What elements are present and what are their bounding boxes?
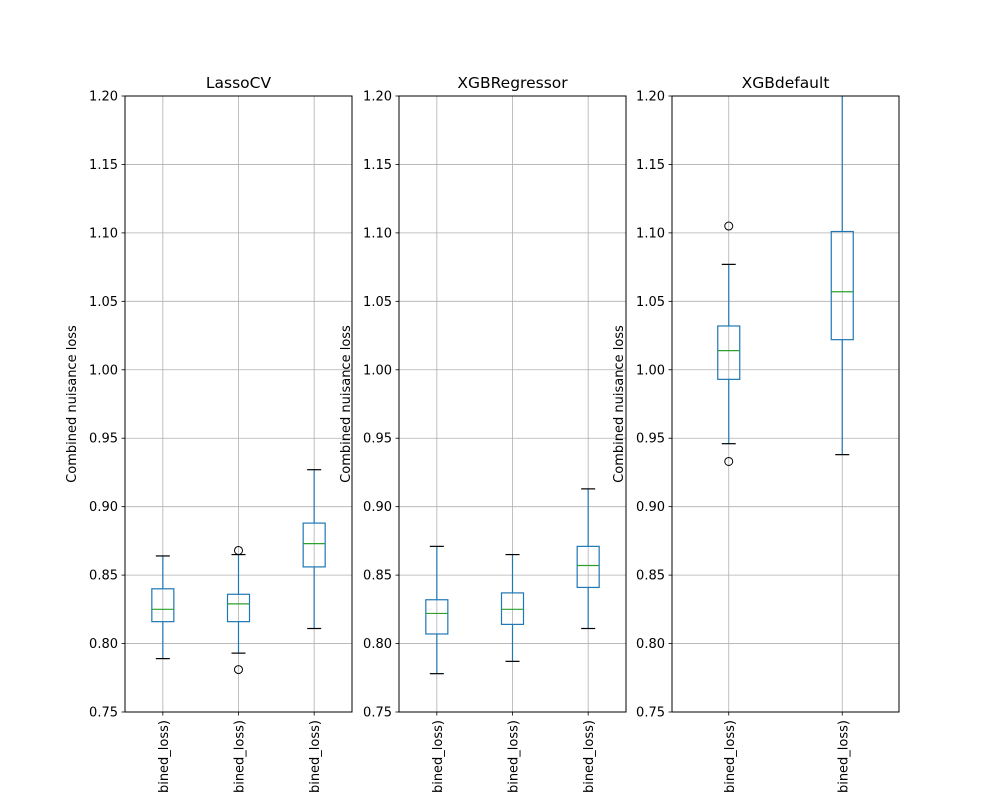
y-tick-label: 0.95 bbox=[363, 432, 392, 447]
x-tick-label: bined_loss) bbox=[431, 720, 446, 793]
subplot-title: XGBdefault bbox=[742, 74, 830, 92]
box-3 bbox=[576, 488, 600, 630]
box-iqr bbox=[500, 592, 525, 625]
y-axis-label: Combined nuisance loss bbox=[612, 325, 627, 483]
y-tick-label: 0.95 bbox=[89, 432, 118, 447]
box-iqr bbox=[576, 545, 600, 589]
plot-area bbox=[125, 96, 352, 712]
y-tick-label: 0.90 bbox=[363, 500, 392, 515]
x-tick-label: bined_loss) bbox=[582, 720, 597, 793]
y-tick-label: 0.90 bbox=[89, 500, 118, 515]
axes-frame bbox=[124, 95, 353, 713]
x-tick-label: bined_loss) bbox=[723, 720, 738, 793]
y-tick-label: 0.75 bbox=[636, 706, 665, 721]
y-tick-label: 1.20 bbox=[636, 90, 665, 105]
outlier-point bbox=[234, 665, 243, 675]
y-tick-label: 0.80 bbox=[636, 637, 665, 652]
box-2 bbox=[830, 96, 854, 456]
box-1 bbox=[717, 221, 741, 466]
y-tick-label: 1.05 bbox=[363, 295, 392, 310]
box-iqr bbox=[717, 325, 741, 380]
x-tick-label: bined_loss) bbox=[157, 720, 172, 793]
y-tick-label: 0.90 bbox=[636, 500, 665, 515]
y-tick-label: 1.00 bbox=[363, 363, 392, 378]
y-axis-label: Combined nuisance loss bbox=[65, 325, 80, 483]
y-tick-label: 1.00 bbox=[636, 363, 665, 378]
y-tick-label: 0.85 bbox=[363, 569, 392, 584]
y-tick-label: 0.80 bbox=[363, 637, 392, 652]
subplot-xgbdefault: 0.75 0.80 0.85 0.90 0.95 1.00 1.05 1.10 1.15 1.20… bbox=[612, 74, 900, 793]
box-2 bbox=[226, 545, 251, 675]
x-tick-label: bined_loss) bbox=[308, 720, 323, 793]
x-tick-label: bined_loss) bbox=[836, 720, 851, 793]
box-iqr bbox=[830, 230, 854, 341]
outlier-point bbox=[724, 456, 734, 466]
box-1 bbox=[151, 555, 175, 660]
y-tick-label: 1.20 bbox=[89, 90, 118, 105]
axes-frame bbox=[398, 95, 627, 713]
y-tick-label: 1.15 bbox=[363, 158, 392, 173]
subplot-title: LassoCV bbox=[206, 74, 272, 92]
y-tick-label: 1.10 bbox=[636, 226, 665, 241]
y-tick-label: 1.15 bbox=[636, 158, 665, 173]
box-2 bbox=[500, 553, 525, 662]
y-tick-label: 1.20 bbox=[363, 90, 392, 105]
y-tick-label: 0.95 bbox=[636, 432, 665, 447]
subplot-lassocv: 0.75 0.80 0.85 0.90 0.95 1.00 1.05 1.10 1.15 1.20… bbox=[65, 74, 353, 793]
box-iqr bbox=[226, 593, 251, 623]
y-tick-label: 0.80 bbox=[89, 637, 118, 652]
box-1 bbox=[425, 545, 449, 675]
x-tick-label: bined_loss) bbox=[233, 720, 248, 793]
y-tick-label: 1.00 bbox=[89, 363, 118, 378]
y-tick-label: 0.85 bbox=[89, 569, 118, 584]
axes-frame bbox=[671, 95, 900, 713]
subplot-title: XGBRegressor bbox=[457, 74, 568, 92]
y-tick-label: 1.05 bbox=[636, 295, 665, 310]
y-tick-label: 1.10 bbox=[89, 226, 118, 241]
box-iqr bbox=[151, 588, 175, 623]
y-tick-label: 1.15 bbox=[89, 158, 118, 173]
y-axis-label: Combined nuisance loss bbox=[339, 325, 354, 483]
y-tick-label: 1.10 bbox=[363, 226, 392, 241]
outlier-point bbox=[724, 221, 734, 231]
x-tick-label: bined_loss) bbox=[507, 720, 522, 793]
plot-area bbox=[672, 96, 899, 712]
box-iqr bbox=[302, 522, 326, 568]
y-tick-label: 0.75 bbox=[363, 706, 392, 721]
y-tick-label: 0.75 bbox=[89, 706, 118, 721]
plot-area bbox=[399, 96, 626, 712]
outlier-point bbox=[234, 545, 243, 555]
box-3 bbox=[302, 469, 326, 630]
box-iqr bbox=[425, 599, 449, 635]
subplot-xgbregressor: 0.75 0.80 0.85 0.90 0.95 1.00 1.05 1.10 1.15 1.20… bbox=[339, 74, 627, 793]
y-tick-label: 0.85 bbox=[636, 569, 665, 584]
y-tick-label: 1.05 bbox=[89, 295, 118, 310]
